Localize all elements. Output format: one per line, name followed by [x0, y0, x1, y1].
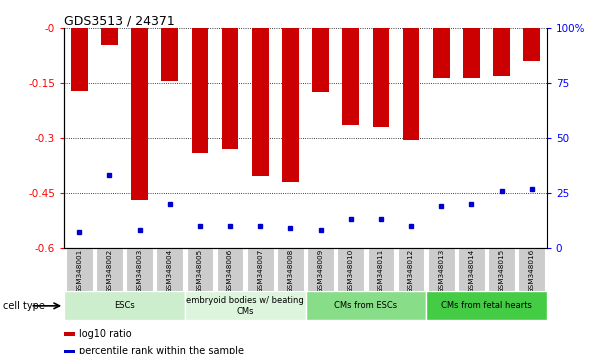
Text: GSM348014: GSM348014: [469, 249, 474, 293]
Text: GSM348010: GSM348010: [348, 249, 354, 293]
Text: GSM348004: GSM348004: [167, 249, 173, 293]
Bar: [64, 350, 75, 353]
Bar: [96, 248, 123, 292]
Text: embryoid bodies w/ beating
CMs: embryoid bodies w/ beating CMs: [186, 296, 304, 315]
Bar: [433, 28, 450, 78]
Text: CMs from ESCs: CMs from ESCs: [334, 301, 397, 310]
Bar: [186, 248, 213, 292]
Bar: [337, 248, 364, 292]
Bar: [161, 28, 178, 81]
Text: ESCs: ESCs: [114, 301, 135, 310]
Bar: [192, 28, 208, 153]
Bar: [312, 28, 329, 92]
Text: CMs from fetal hearts: CMs from fetal hearts: [441, 301, 532, 310]
Text: GSM348005: GSM348005: [197, 249, 203, 293]
Text: log10 ratio: log10 ratio: [79, 329, 131, 339]
Bar: [101, 28, 118, 45]
Bar: [217, 248, 243, 292]
Bar: [426, 291, 547, 320]
Text: GSM348011: GSM348011: [378, 249, 384, 293]
Text: GSM348002: GSM348002: [106, 249, 112, 293]
Bar: [282, 28, 299, 182]
Text: cell type: cell type: [3, 301, 45, 311]
Text: GSM348012: GSM348012: [408, 249, 414, 293]
Text: GSM348013: GSM348013: [438, 249, 444, 293]
Bar: [185, 291, 306, 320]
Bar: [458, 248, 485, 292]
Bar: [247, 248, 274, 292]
Text: percentile rank within the sample: percentile rank within the sample: [79, 346, 244, 354]
Bar: [64, 332, 75, 336]
Text: GSM348003: GSM348003: [137, 249, 142, 293]
Text: GSM348008: GSM348008: [287, 249, 293, 293]
Bar: [64, 291, 185, 320]
Bar: [493, 28, 510, 76]
Bar: [252, 28, 269, 177]
Bar: [306, 291, 426, 320]
Bar: [398, 248, 425, 292]
Text: GSM348009: GSM348009: [318, 249, 324, 293]
Bar: [373, 28, 389, 127]
Text: GSM348001: GSM348001: [76, 249, 82, 293]
Bar: [156, 248, 183, 292]
Bar: [131, 28, 148, 200]
Bar: [71, 28, 87, 91]
Text: GSM348015: GSM348015: [499, 249, 505, 293]
Bar: [403, 28, 419, 140]
Bar: [519, 248, 545, 292]
Bar: [66, 248, 92, 292]
Text: GSM348016: GSM348016: [529, 249, 535, 293]
Text: GDS3513 / 24371: GDS3513 / 24371: [64, 14, 175, 27]
Text: GSM348006: GSM348006: [227, 249, 233, 293]
Bar: [463, 28, 480, 78]
Bar: [524, 28, 540, 61]
Text: GSM348007: GSM348007: [257, 249, 263, 293]
Bar: [368, 248, 394, 292]
Bar: [488, 248, 515, 292]
Bar: [428, 248, 455, 292]
Bar: [126, 248, 153, 292]
Bar: [222, 28, 238, 149]
Bar: [307, 248, 334, 292]
Bar: [277, 248, 304, 292]
Bar: [342, 28, 359, 125]
